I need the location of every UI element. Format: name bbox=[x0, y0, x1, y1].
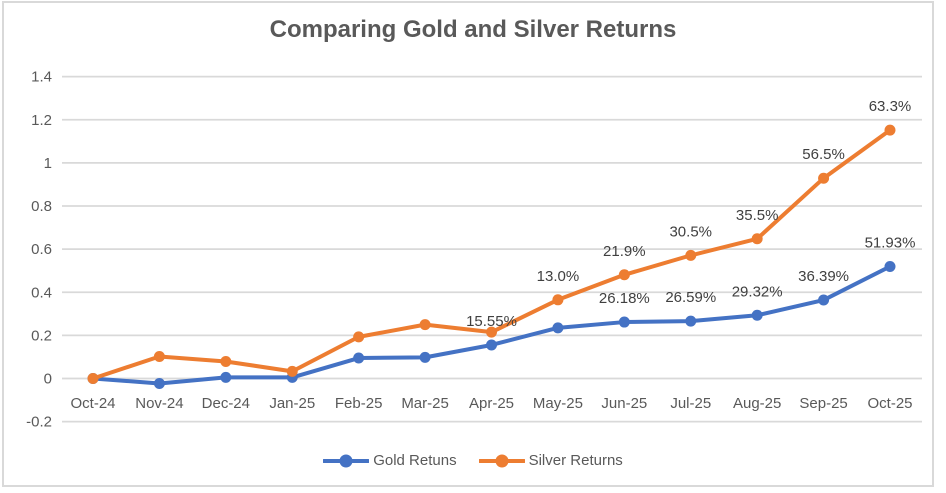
legend-label-gold: Gold Retuns bbox=[373, 452, 457, 469]
gold-retuns-point bbox=[751, 309, 763, 321]
data-label: 30.5% bbox=[669, 223, 712, 240]
y-axis-tick-label: -0.2 bbox=[26, 414, 52, 431]
x-axis-tick-label: Jan-25 bbox=[269, 395, 315, 412]
silver-returns-point bbox=[419, 319, 431, 331]
line-marker-icon bbox=[323, 454, 370, 467]
line-marker-icon bbox=[478, 454, 525, 467]
y-axis-tick-label: 0 bbox=[44, 371, 52, 388]
y-axis-tick-label: 1.4 bbox=[31, 69, 52, 86]
gold-retuns-point bbox=[818, 294, 830, 306]
x-axis-tick-label: Oct-25 bbox=[867, 395, 912, 412]
data-label: 36.39% bbox=[798, 268, 849, 285]
y-axis-tick-label: 1.2 bbox=[31, 112, 52, 129]
x-axis-tick-label: Apr-25 bbox=[469, 395, 514, 412]
gold-retuns-point bbox=[685, 315, 697, 327]
silver-returns-point bbox=[618, 269, 630, 281]
legend-item-gold: Gold Retuns bbox=[323, 452, 457, 469]
silver-returns-point bbox=[286, 365, 298, 377]
y-axis-tick-label: 0.8 bbox=[31, 198, 52, 215]
x-axis-tick-label: Oct-24 bbox=[70, 395, 115, 412]
chart-frame bbox=[2, 1, 934, 487]
gold-retuns-point bbox=[552, 322, 564, 334]
data-label: 13.0% bbox=[537, 268, 580, 285]
gold-retuns-point bbox=[220, 371, 232, 383]
gold-retuns-point bbox=[153, 377, 165, 389]
x-axis-tick-label: Mar-25 bbox=[401, 395, 449, 412]
silver-returns-point bbox=[751, 233, 763, 245]
y-axis-tick-label: 0.6 bbox=[31, 241, 52, 258]
y-axis-tick-label: 1 bbox=[44, 155, 52, 172]
gold-retuns-point bbox=[419, 351, 431, 363]
x-axis-tick-label: Feb-25 bbox=[335, 395, 383, 412]
x-axis-tick-label: May-25 bbox=[533, 395, 583, 412]
silver-returns-point bbox=[486, 326, 497, 338]
legend-label-silver: Silver Returns bbox=[528, 452, 623, 469]
x-axis-tick-label: Jul-25 bbox=[670, 395, 711, 412]
silver-returns-point bbox=[818, 172, 830, 184]
gold-retuns-point bbox=[618, 316, 630, 328]
silver-returns-point bbox=[552, 294, 564, 306]
y-axis-tick-label: 0.4 bbox=[31, 284, 52, 301]
silver-returns-point bbox=[153, 351, 165, 363]
data-label: 26.59% bbox=[665, 289, 716, 306]
x-axis-tick-label: Nov-24 bbox=[135, 395, 183, 412]
x-axis-tick-label: Dec-24 bbox=[202, 395, 250, 412]
silver-returns-point bbox=[353, 331, 365, 343]
data-label: 56.5% bbox=[802, 146, 845, 163]
x-axis-tick-label: Aug-25 bbox=[733, 395, 781, 412]
gold-retuns-point bbox=[486, 339, 497, 351]
data-label: 21.9% bbox=[603, 243, 646, 260]
data-label: 29.32% bbox=[732, 283, 783, 300]
legend-item-silver: Silver Returns bbox=[478, 452, 623, 469]
data-label: 35.5% bbox=[736, 207, 779, 224]
gold-retuns-point bbox=[884, 261, 896, 273]
chart-title: Comparing Gold and Silver Returns bbox=[269, 16, 677, 43]
data-label: 63.3% bbox=[869, 98, 912, 115]
silver-returns-point bbox=[685, 249, 697, 261]
data-label: 15.55% bbox=[466, 313, 517, 330]
data-label: 51.93% bbox=[865, 235, 916, 252]
gold-retuns-point bbox=[353, 352, 365, 364]
y-axis-tick-label: 0.2 bbox=[31, 327, 52, 344]
silver-returns-point bbox=[220, 355, 232, 367]
x-axis-tick-label: Jun-25 bbox=[601, 395, 647, 412]
legend: Gold Retuns Silver Returns bbox=[0, 452, 946, 469]
silver-returns-point bbox=[884, 124, 896, 136]
x-axis-tick-label: Sep-25 bbox=[799, 395, 847, 412]
data-label: 26.18% bbox=[599, 290, 650, 307]
silver-returns-point bbox=[87, 373, 99, 384]
